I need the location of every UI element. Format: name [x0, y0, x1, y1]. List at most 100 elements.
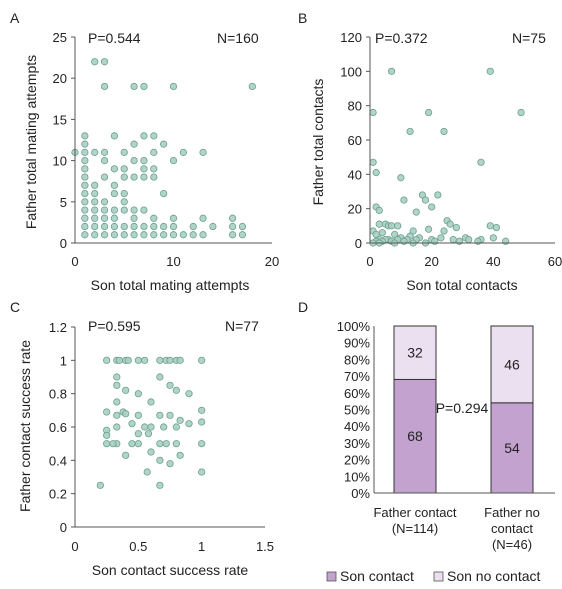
chart-b-axes: 0 20 40 60 80 100 120 0 20 40 60: [340, 30, 562, 269]
scatter-point: [113, 398, 121, 406]
scatter-point: [130, 173, 138, 181]
x-tick-label: 10: [166, 254, 180, 269]
scatter-point: [387, 67, 396, 75]
scatter-point: [198, 468, 206, 476]
scatter-point: [229, 231, 237, 239]
scatter-point: [91, 148, 99, 156]
scatter-point: [100, 148, 109, 156]
scatter-point: [140, 157, 148, 165]
scatter-point: [162, 440, 170, 448]
scatter-point: [209, 222, 217, 231]
scatter-point: [176, 451, 184, 459]
chart-a-n: N=160: [217, 30, 259, 46]
scatter-point: [103, 440, 111, 448]
y-tick-label: 80: [348, 99, 362, 114]
scatter-point: [437, 234, 445, 242]
scatter-point: [387, 222, 396, 230]
scatter-point: [449, 235, 457, 244]
scatter-point: [238, 222, 247, 231]
scatter-point: [176, 356, 184, 364]
scatter-point: [110, 132, 119, 140]
scatter-point: [378, 229, 386, 237]
y-tick-label: 15: [53, 112, 67, 127]
scatter-point: [91, 198, 99, 206]
scatter-point: [229, 222, 237, 231]
y-tick-label: 100%: [337, 319, 371, 334]
panel-label-c: C: [10, 299, 20, 315]
chart-c-axes: 0 0.2 0.4 0.6 0.8 1 1.2 0 0.5 1 1.5: [49, 320, 274, 554]
scatter-point: [185, 390, 193, 398]
scatter-point: [96, 481, 104, 489]
scatter-point: [179, 148, 187, 156]
scatter-point: [166, 411, 174, 419]
scatter-point: [160, 423, 168, 431]
scatter-point: [147, 448, 155, 456]
stacked-bar-segment: [490, 402, 534, 494]
scatter-point: [100, 173, 109, 181]
scatter-point: [110, 206, 119, 214]
scatter-point: [110, 222, 119, 231]
chart-c-points: [96, 356, 206, 489]
x-tick-label: 60: [548, 254, 562, 269]
panel-label-a: A: [10, 10, 20, 26]
scatter-point: [120, 165, 128, 173]
scatter-point: [113, 411, 121, 419]
scatter-point: [248, 82, 256, 91]
scatter-point: [110, 189, 119, 198]
scatter-point: [198, 406, 206, 414]
scatter-point: [166, 356, 174, 364]
scatter-point: [110, 181, 119, 189]
scatter-point: [91, 214, 99, 222]
scatter-point: [465, 235, 473, 244]
scatter-point: [440, 127, 448, 136]
x-tick-label: 1: [198, 539, 205, 554]
scatter-point: [160, 231, 168, 239]
scatter-point: [81, 214, 89, 222]
x-tick-label: 20: [424, 254, 438, 269]
legend-swatch-son-contact: [326, 571, 337, 582]
y-tick-label: 20: [53, 71, 67, 86]
bar-value-label: 32: [407, 345, 423, 361]
scatter-point: [169, 231, 178, 239]
scatter-point: [120, 173, 128, 181]
scatter-point: [81, 140, 89, 148]
chart-b-xlabel: Son total contacts: [406, 277, 517, 293]
scatter-point: [189, 222, 197, 231]
scatter-point: [474, 237, 482, 245]
scatter-point: [198, 418, 206, 426]
scatter-point: [406, 127, 414, 136]
y-tick-label: 60: [348, 133, 362, 148]
scatter-point: [452, 223, 460, 232]
scatter-point: [113, 423, 121, 431]
scatter-point: [169, 157, 178, 165]
scatter-point: [198, 356, 206, 364]
y-tick-label: 1.2: [49, 320, 67, 335]
chart-a-points: [71, 58, 256, 239]
chart-c-p-value: P=0.595: [88, 318, 141, 334]
scatter-point: [147, 423, 155, 431]
scatter-point: [199, 231, 207, 239]
scatter-point: [434, 191, 442, 199]
scatter-point: [166, 460, 174, 468]
y-tick-label: 50%: [344, 403, 370, 418]
scatter-point: [134, 440, 142, 448]
chart-b-n: N=75: [512, 30, 546, 46]
scatter-point: [412, 208, 420, 216]
scatter-point: [150, 231, 158, 239]
y-tick-label: 60%: [344, 386, 370, 401]
scatter-point: [91, 58, 99, 66]
x-tick-label: 40: [486, 254, 500, 269]
scatter-point: [115, 356, 123, 364]
x-tick-label: 0: [71, 254, 78, 269]
scatter-point: [156, 481, 164, 489]
scatter-point: [141, 423, 149, 431]
panel-label-b: B: [298, 10, 307, 26]
scatter-point: [81, 222, 89, 231]
y-tick-label: 0: [60, 520, 67, 535]
scatter-point: [169, 222, 178, 231]
scatter-point: [156, 411, 164, 419]
scatter-point: [400, 196, 408, 204]
scatter-point: [409, 227, 417, 235]
scatter-point: [440, 227, 448, 235]
scatter-point: [91, 181, 99, 189]
